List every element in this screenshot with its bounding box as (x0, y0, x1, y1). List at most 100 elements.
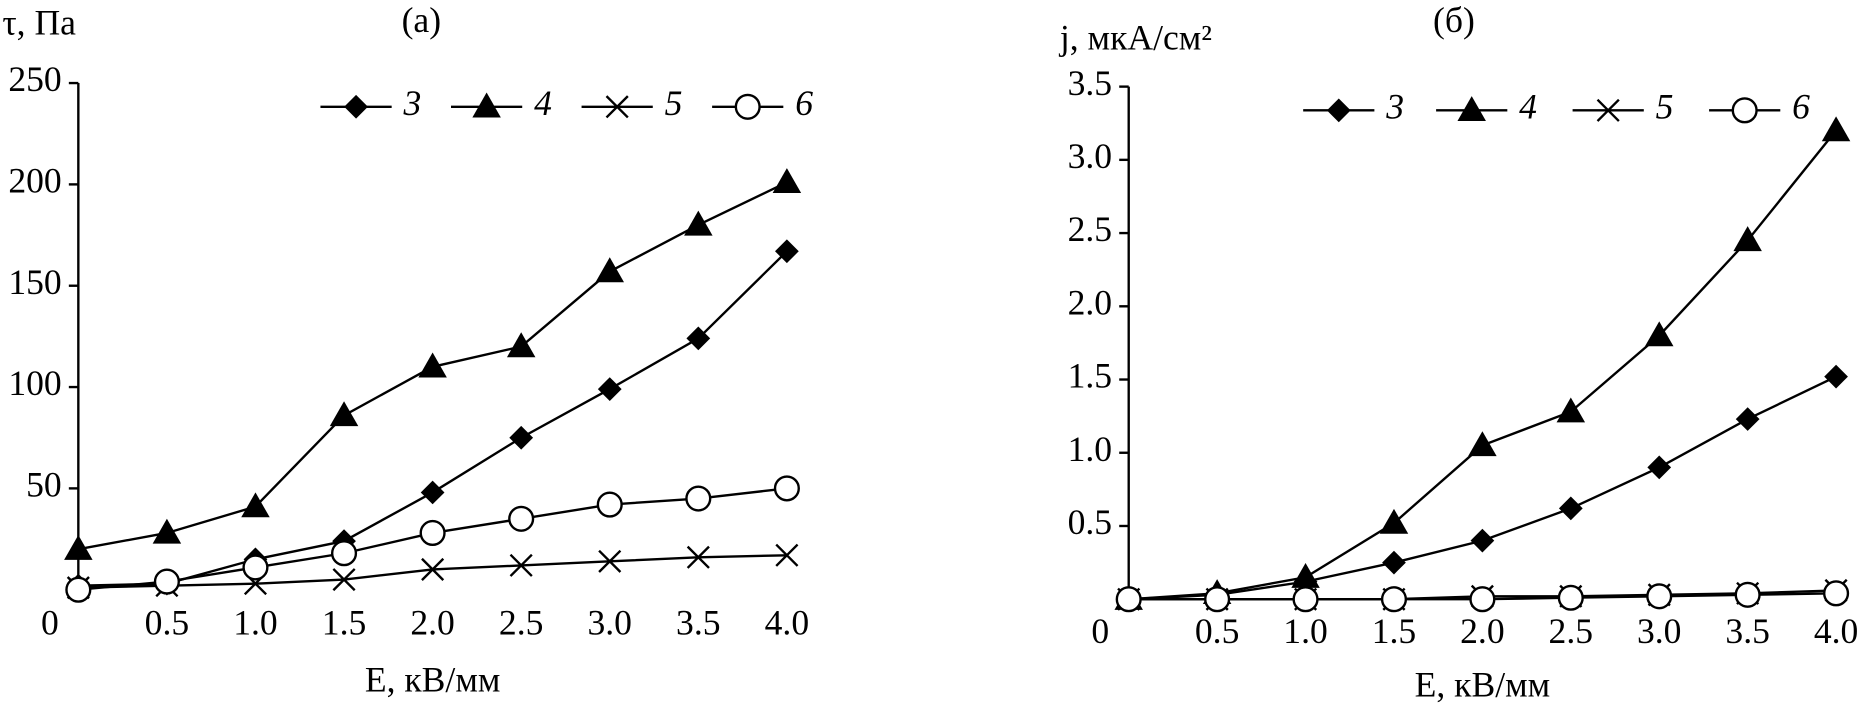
marker-diamond (1824, 364, 1848, 389)
marker-triangle (1556, 397, 1586, 423)
marker-diamond (1735, 407, 1760, 431)
marker-triangle (772, 168, 802, 194)
legend-label: 5 (665, 83, 683, 123)
x-tick-label: 3.5 (676, 603, 721, 643)
x-axis-label: E, кВ/мм (365, 660, 501, 700)
legend-marker (472, 92, 501, 118)
legend-marker (734, 93, 761, 120)
marker-triangle (684, 210, 713, 236)
x-tick-label: 3.0 (587, 603, 632, 643)
marker-diamond (420, 480, 445, 505)
marker-triangle (1821, 116, 1851, 142)
marker-diamond (509, 425, 534, 450)
marker-triangle (595, 257, 624, 283)
marker-circle (65, 576, 92, 603)
x-tick-label: 2.0 (1460, 611, 1505, 651)
legend-label: 6 (1792, 87, 1810, 127)
y-tick-label: 2.0 (1068, 282, 1113, 322)
x-tick-label: 1.0 (233, 603, 278, 643)
x-tick-label: 0 (1091, 611, 1109, 651)
legend-marker (344, 94, 368, 119)
marker-circle (1380, 586, 1408, 613)
marker-circle (419, 519, 446, 547)
x-tick-label: 1.0 (1283, 611, 1328, 651)
marker-triangle (241, 492, 270, 518)
marker-circle (1646, 583, 1673, 610)
legend-label: 3 (1385, 87, 1404, 127)
y-tick-label: 100 (8, 363, 61, 403)
legend-marker (1457, 96, 1486, 122)
legend-marker (605, 95, 629, 119)
marker-cross (509, 553, 533, 577)
marker-circle (1292, 586, 1319, 613)
marker-circle (1204, 586, 1231, 613)
y-tick-label: 1.5 (1068, 356, 1113, 396)
x-tick-label: 2.0 (410, 603, 455, 643)
marker-circle (508, 505, 535, 532)
marker-circle (773, 475, 800, 502)
marker-circle (1469, 586, 1496, 613)
marker-circle (1115, 586, 1142, 613)
series-line (1128, 375, 1837, 601)
marker-triangle (329, 401, 359, 427)
chart-title: (a) (402, 0, 442, 40)
legend-marker (1326, 98, 1351, 123)
y-tick-label: 1.0 (1068, 429, 1113, 469)
marker-cross (686, 545, 710, 569)
marker-diamond (775, 239, 799, 264)
legend-label: 3 (403, 83, 422, 123)
y-tick-label: 200 (8, 161, 61, 201)
marker-diamond (686, 326, 711, 351)
x-tick-label: 2.5 (499, 603, 544, 643)
marker-circle (242, 554, 269, 581)
marker-triangle (1291, 563, 1320, 588)
marker-circle (596, 491, 623, 518)
legend-label: 5 (1656, 87, 1674, 127)
y-tick-label: 0.5 (1068, 502, 1113, 542)
x-tick-label: 0.5 (1195, 611, 1240, 651)
marker-triangle (1468, 431, 1497, 457)
series-line (78, 554, 787, 589)
x-tick-label: 3.0 (1637, 611, 1682, 651)
marker-circle (685, 485, 712, 512)
y-tick-label: 50 (26, 465, 62, 505)
marker-diamond (1647, 455, 1672, 480)
marker-triangle (418, 352, 447, 378)
x-tick-label: 1.5 (1372, 611, 1417, 651)
marker-triangle (506, 332, 536, 358)
y-tick-label: 2.5 (1068, 209, 1113, 249)
x-tick-label: 3.5 (1725, 611, 1770, 651)
marker-triangle (1733, 226, 1762, 252)
marker-cross (775, 543, 799, 567)
marker-diamond (1382, 550, 1406, 575)
marker-triangle (1644, 321, 1674, 347)
x-axis-label: E, кВ/мм (1415, 664, 1551, 704)
legend-marker (1731, 97, 1758, 124)
y-tick-label: 3.5 (1068, 63, 1113, 103)
marker-triangle (1379, 508, 1409, 534)
marker-cross (332, 568, 356, 592)
y-tick-label: 3.0 (1068, 136, 1113, 176)
marker-triangle (64, 534, 93, 560)
y-tick-label: 150 (8, 262, 61, 302)
marker-diamond (597, 377, 622, 401)
marker-circle (330, 540, 358, 567)
x-tick-label: 0 (41, 603, 59, 643)
marker-diamond (1558, 496, 1583, 521)
x-tick-label: 0.5 (145, 603, 190, 643)
marker-circle (153, 568, 180, 595)
marker-circle (1557, 584, 1584, 611)
y-axis-label: j, мкА/см² (1058, 18, 1212, 58)
legend-label: 4 (1519, 87, 1537, 127)
marker-diamond (1470, 528, 1495, 553)
legend-marker (1596, 98, 1620, 122)
x-tick-label: 2.5 (1549, 611, 1594, 651)
marker-circle (1734, 581, 1761, 608)
marker-cross (421, 557, 445, 581)
y-axis-label: τ, Па (2, 2, 76, 42)
chart-title: (б) (1433, 0, 1475, 40)
x-tick-label: 1.5 (322, 603, 367, 643)
legend-label: 6 (795, 83, 813, 123)
legend-label: 4 (534, 83, 552, 123)
